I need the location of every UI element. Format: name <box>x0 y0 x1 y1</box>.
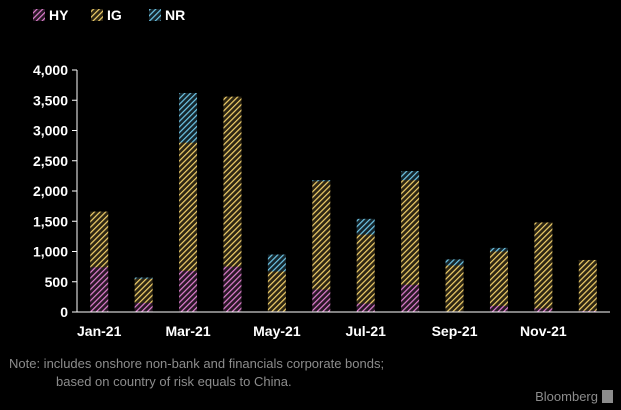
legend-item-hy: HY <box>33 7 69 23</box>
bar-ig-feb-21 <box>134 278 153 303</box>
bar-ig-oct-21 <box>489 251 508 306</box>
y-tick-label: 0 <box>60 304 68 320</box>
y-tick-label: 4,000 <box>33 62 68 78</box>
bar-nr-may-21 <box>267 254 286 272</box>
y-tick-label: 500 <box>45 274 69 290</box>
bar-nr-oct-21 <box>489 247 508 252</box>
legend-swatch-hy <box>33 9 45 21</box>
bar-ig-jun-21 <box>312 181 331 290</box>
x-tick-label: May-21 <box>253 323 301 339</box>
bar-hy-apr-21 <box>223 266 242 312</box>
bar-group-apr-21 <box>223 96 242 312</box>
legend: HY IG NR <box>33 7 185 23</box>
legend-label-ig: IG <box>107 7 122 23</box>
y-axis: 0 500 1,000 1,500 2,000 2,500 3,000 3,500 4,000 <box>33 62 78 320</box>
bar-ig-nov-21 <box>534 222 553 309</box>
bar-group-may-21 <box>267 254 286 312</box>
bar-nr-jun-21 <box>312 180 331 182</box>
x-tick-label: Nov-21 <box>520 323 567 339</box>
legend-label-nr: NR <box>165 7 185 23</box>
y-tick-label: 3,000 <box>33 123 68 139</box>
bar-group-aug-21 <box>401 171 420 312</box>
bar-group-sep-21 <box>445 259 464 312</box>
legend-swatch-ig <box>91 9 103 21</box>
legend-swatch-nr <box>149 9 161 21</box>
bar-hy-jul-21 <box>356 303 375 312</box>
bar-nr-mar-21 <box>179 92 198 143</box>
legend-item-ig: IG <box>91 7 122 23</box>
y-tick-label: 1,500 <box>33 213 68 229</box>
y-tick-label: 2,500 <box>33 153 68 169</box>
bar-group-nov-21 <box>534 222 553 312</box>
bar-ig-apr-21 <box>223 96 242 267</box>
x-tick-label: Mar-21 <box>165 323 210 339</box>
y-tick-label: 3,500 <box>33 92 68 108</box>
bar-hy-dec-21 <box>578 310 597 312</box>
bar-group-mar-21 <box>179 92 198 312</box>
bar-ig-mar-21 <box>179 142 198 271</box>
bar-nr-jul-21 <box>356 218 375 235</box>
bar-group-feb-21 <box>134 277 153 312</box>
bar-group-jun-21 <box>312 180 331 312</box>
bar-group-jan-21 <box>90 211 109 312</box>
bar-group-jul-21 <box>356 218 375 312</box>
x-tick-label: Jan-21 <box>77 323 122 339</box>
bar-hy-feb-21 <box>134 302 153 312</box>
x-tick-label: Jul-21 <box>345 323 386 339</box>
bar-hy-mar-21 <box>179 270 198 312</box>
note-line-1: Note: includes onshore non-bank and fina… <box>9 356 385 371</box>
legend-label-hy: HY <box>49 7 69 23</box>
y-tick-label: 2,000 <box>33 183 68 199</box>
bar-hy-jun-21 <box>312 289 331 312</box>
chart-note: Note: includes onshore non-bank and fina… <box>9 355 529 391</box>
bar-hy-jan-21 <box>90 267 109 312</box>
x-axis: Jan-21 Mar-21 May-21 Jul-21 Sep-21 Nov-21 <box>77 311 610 339</box>
bar-ig-sep-21 <box>445 265 464 312</box>
note-line-2: based on country of risk equals to China… <box>56 374 292 389</box>
bar-hy-nov-21 <box>534 308 553 312</box>
bar-ig-may-21 <box>267 271 286 312</box>
bar-group-oct-21 <box>489 247 508 312</box>
bloomberg-logo: Bloomberg <box>535 389 613 404</box>
bar-nr-feb-21 <box>134 277 153 279</box>
source-label: Bloomberg <box>535 389 598 404</box>
bar-ig-jul-21 <box>356 234 375 304</box>
legend-item-nr: NR <box>149 7 185 23</box>
bar-nr-sep-21 <box>445 259 464 266</box>
x-tick-label: Sep-21 <box>432 323 478 339</box>
bars <box>90 92 597 312</box>
bar-ig-aug-21 <box>401 180 420 285</box>
bar-nr-aug-21 <box>401 171 420 181</box>
bar-ig-jan-21 <box>90 211 109 268</box>
y-tick-label: 1,000 <box>33 244 68 260</box>
bar-group-dec-21 <box>578 259 597 312</box>
bar-hy-aug-21 <box>401 284 420 312</box>
bloomberg-mark-icon <box>602 390 613 403</box>
bar-ig-dec-21 <box>578 259 597 311</box>
bar-hy-oct-21 <box>489 305 508 312</box>
